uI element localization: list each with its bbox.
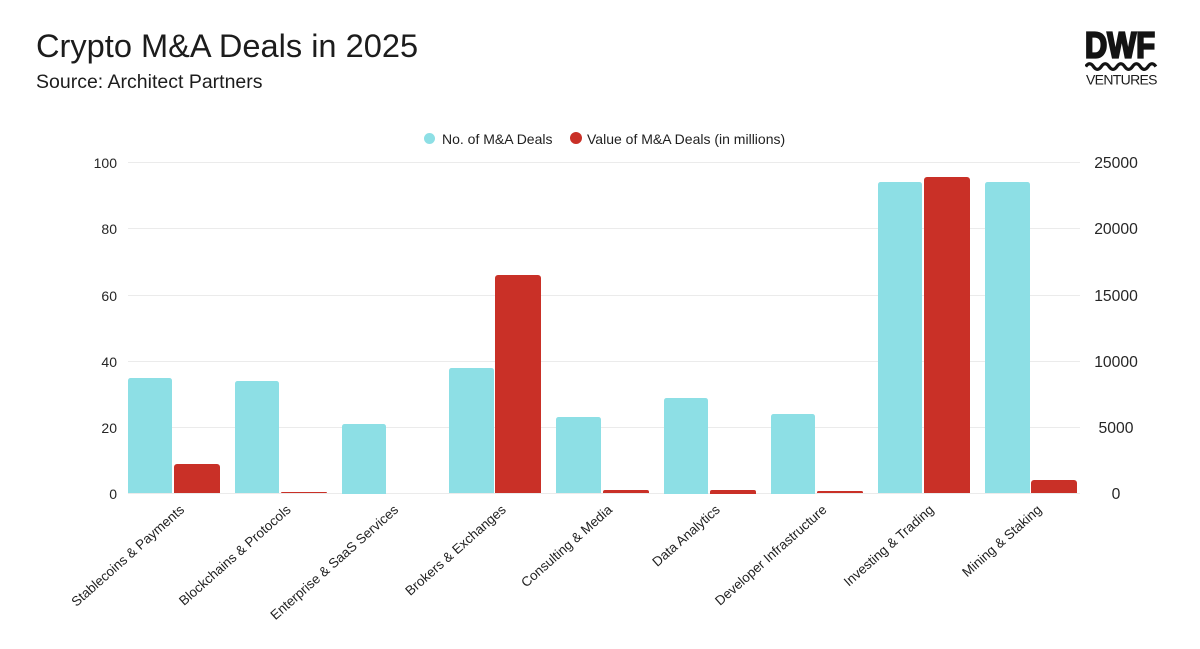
svg-text:VENTURES: VENTURES — [1086, 71, 1158, 87]
svg-text:DWF: DWF — [1085, 29, 1155, 65]
